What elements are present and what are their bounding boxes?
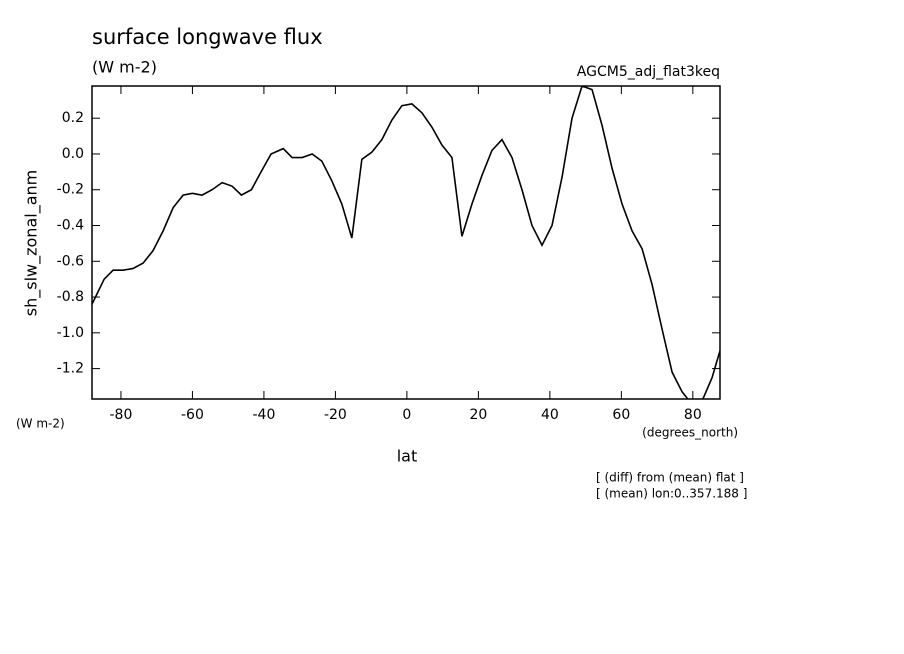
experiment: AGCM5_adj_flat3keq [577, 64, 720, 80]
x-tick-label: 40 [541, 407, 559, 423]
note: [ (diff) from (mean) flat ] [596, 471, 744, 485]
note: [ (mean) lon:0..357.188 ] [596, 487, 747, 501]
x-tick-label: 20 [469, 407, 487, 423]
y-tick-label: 0.0 [62, 146, 84, 162]
y-tick-label: -1.2 [57, 361, 84, 377]
chart-title: surface longwave flux [92, 25, 323, 49]
y-tick-label: -1.0 [57, 325, 84, 341]
y-tick-label: -0.8 [57, 289, 84, 305]
x-units: (degrees_north) [642, 426, 738, 440]
x-tick-label: -80 [110, 407, 133, 423]
y-tick-label: -0.2 [57, 182, 84, 198]
y-units: (W m-2) [16, 417, 65, 431]
y-tick-label: -0.6 [57, 253, 84, 269]
subtitle: (W m-2) [92, 58, 157, 77]
x-tick-label: -40 [252, 407, 275, 423]
x-tick-label: 80 [684, 407, 702, 423]
plot-frame [91, 85, 721, 400]
data-line [92, 86, 720, 399]
x-tick-label: -60 [181, 407, 204, 423]
x-tick-label: -20 [324, 407, 347, 423]
x-tick-label: 60 [612, 407, 630, 423]
y-tick-label: 0.2 [62, 110, 84, 126]
y-axis-label: sh_slw_zonal_anm [22, 170, 42, 316]
x-tick-label: 0 [402, 407, 411, 423]
y-tick-label: -0.4 [57, 218, 84, 234]
x-axis-label: lat [397, 447, 418, 466]
